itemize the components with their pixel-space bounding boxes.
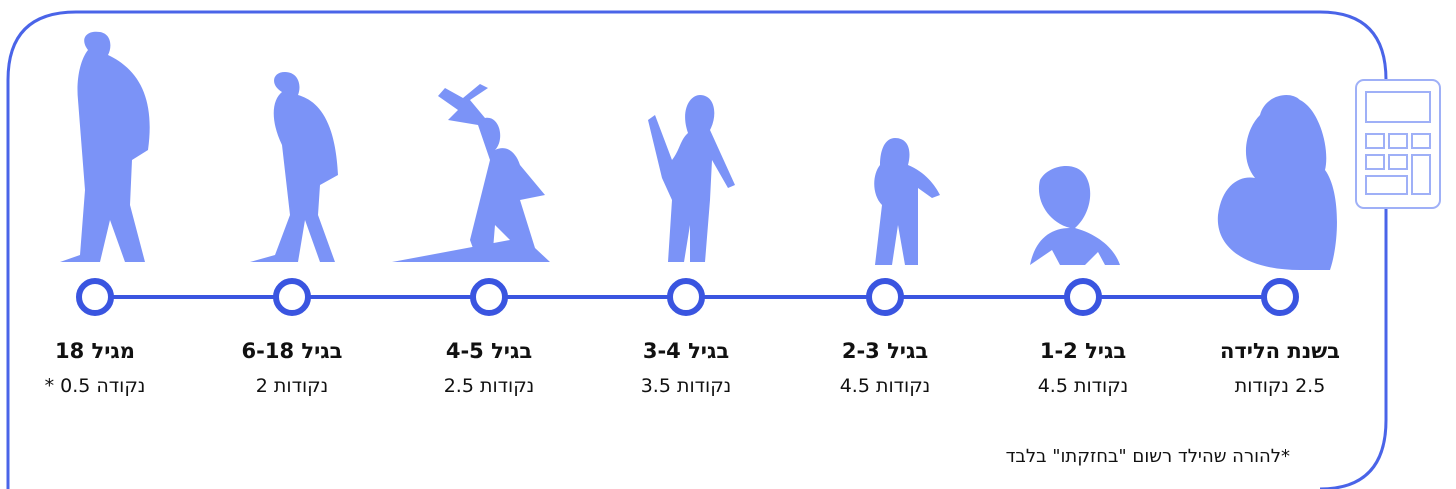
footnote: *להורה שהילד רשום "בחזקתו" בלבד — [1006, 446, 1290, 467]
stage-points: 2.5 נקודות — [1235, 375, 1326, 397]
timeline-node — [470, 278, 508, 316]
stage-label: בגיל 2-3 — [842, 339, 928, 363]
frame — [6, 10, 1388, 489]
stage-label: בגיל 3-4 — [643, 339, 729, 363]
silhouette — [392, 84, 550, 262]
calculator-icon — [1355, 79, 1441, 209]
stage-points: נקודות 4.5 — [1038, 375, 1129, 397]
stage-points: נקודות 4.5 — [840, 375, 931, 397]
timeline-node — [1261, 278, 1299, 316]
stage-label: בשנת הלידה — [1220, 339, 1340, 363]
stage-label: בגיל 4-5 — [446, 339, 532, 363]
stage-points: נקודה 0.5 * — [45, 375, 146, 397]
silhouette — [250, 72, 338, 262]
stage-points: נקודות 2.5 — [444, 375, 535, 397]
timeline-node — [76, 278, 114, 316]
silhouette — [60, 31, 150, 262]
silhouette — [648, 95, 735, 262]
stage-label: בגיל 1-2 — [1040, 339, 1126, 363]
timeline-node — [667, 278, 705, 316]
timeline-node — [1064, 278, 1102, 316]
timeline-node — [273, 278, 311, 316]
stage-points: נקודות 2 — [256, 375, 328, 397]
timeline-node — [866, 278, 904, 316]
silhouette — [1217, 95, 1337, 270]
stage-label: בגיל 6-18 — [242, 339, 343, 363]
stage-label: מגיל 18 — [55, 339, 135, 363]
silhouette — [1030, 165, 1120, 265]
stage-points: נקודות 3.5 — [641, 375, 732, 397]
silhouette — [874, 138, 940, 265]
